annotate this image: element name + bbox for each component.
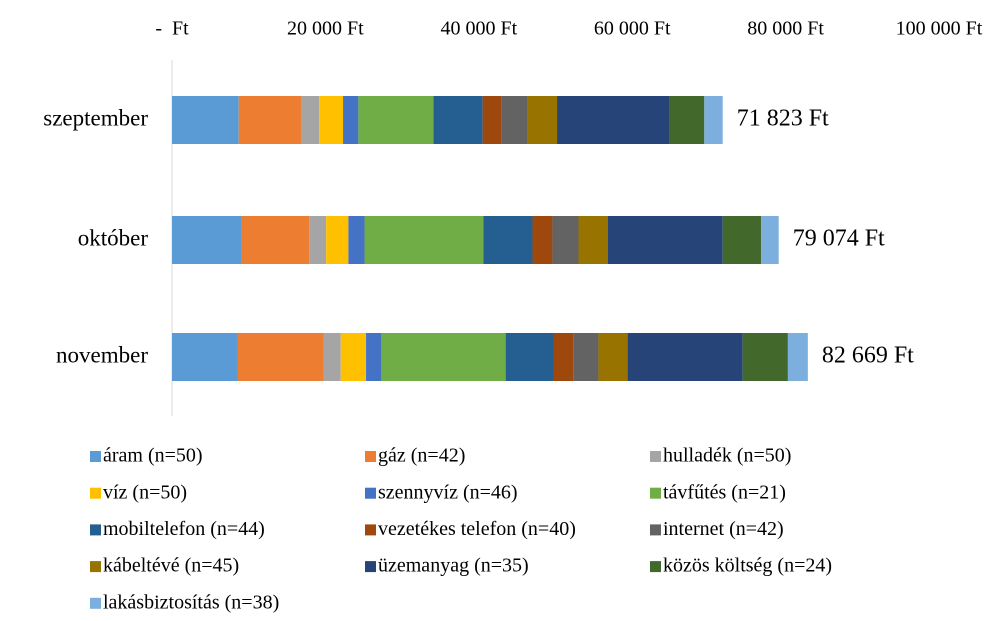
- bar-segment: [553, 333, 574, 381]
- bar-segment: [627, 333, 743, 381]
- bar-segment: [301, 96, 320, 144]
- legend-swatch: [365, 561, 376, 573]
- bar-segment: [505, 333, 554, 381]
- bar-segment: [241, 216, 310, 264]
- bar-segment: [309, 216, 327, 264]
- bar-segment: [172, 333, 238, 381]
- bar-segment: [722, 216, 762, 264]
- legend-swatch: [650, 561, 661, 573]
- x-tick-label: 60 000 Ft: [594, 18, 671, 40]
- bar-segment: [573, 333, 599, 381]
- bar-segment: [172, 216, 242, 264]
- legend-label: közös költség (n=24): [663, 555, 832, 577]
- bar-segment: [319, 96, 344, 144]
- total-label: 71 823 Ft: [737, 106, 829, 132]
- legend-label: hulladék (n=50): [663, 445, 791, 467]
- legend-label: távfűtés (n=21): [663, 481, 786, 503]
- y-tick-label: október: [78, 225, 149, 250]
- bar-segment: [787, 333, 808, 381]
- legend-swatch: [365, 524, 376, 536]
- bar-segment: [483, 216, 533, 264]
- legend-swatch: [90, 487, 101, 499]
- bar-segment: [482, 96, 502, 144]
- bar-segment: [238, 96, 302, 144]
- bar-segment: [358, 96, 434, 144]
- bar-segment: [742, 333, 788, 381]
- bar-segment: [669, 96, 705, 144]
- x-tick-label: 100 000 Ft: [896, 18, 983, 40]
- legend-swatch: [90, 524, 101, 536]
- bar-segment: [598, 333, 628, 381]
- legend-swatch: [365, 451, 376, 462]
- x-tick-label: - Ft: [155, 18, 189, 40]
- legend-swatch: [90, 451, 101, 462]
- legend-swatch: [650, 451, 661, 462]
- legend-swatch: [90, 561, 101, 573]
- legend-label: lakásbiztosítás (n=38): [103, 591, 279, 613]
- legend-label: gáz (n=42): [378, 445, 465, 467]
- bar-segment: [501, 96, 528, 144]
- legend-label: kábeltévé (n=45): [103, 555, 239, 577]
- legend-label: mobiltelefon (n=44): [103, 518, 265, 540]
- bar-segment: [527, 96, 558, 144]
- bar-segment: [433, 96, 483, 144]
- legend-label: szennyvíz (n=46): [378, 481, 518, 503]
- legend-label: vezetékes telefon (n=40): [378, 518, 576, 540]
- bar-segment: [323, 333, 341, 381]
- bar-segment: [172, 96, 239, 144]
- bar-segment: [237, 333, 324, 381]
- legend-label: áram (n=50): [103, 445, 203, 467]
- bar-segment: [381, 333, 506, 381]
- bar-segment: [326, 216, 349, 264]
- legend-label: üzemanyag (n=35): [378, 555, 529, 577]
- bar-segment: [348, 216, 365, 264]
- x-tick-label: 20 000 Ft: [287, 18, 364, 40]
- legend-swatch: [365, 487, 376, 499]
- bar-segment: [340, 333, 367, 381]
- bar-segment: [343, 96, 359, 144]
- x-tick-label: 80 000 Ft: [747, 18, 824, 40]
- legend-swatch: [650, 487, 661, 499]
- bar-segment: [578, 216, 608, 264]
- legend-label: internet (n=42): [663, 518, 784, 540]
- y-tick-label: november: [56, 342, 148, 367]
- bar-segment: [557, 96, 670, 144]
- legend-label: víz (n=50): [103, 481, 187, 503]
- bar-segment: [552, 216, 579, 264]
- bar-segment: [532, 216, 553, 264]
- bar-segment: [607, 216, 723, 264]
- total-label: 82 669 Ft: [822, 343, 914, 369]
- bar-segment: [366, 333, 382, 381]
- x-tick-label: 40 000 Ft: [440, 18, 517, 40]
- y-tick-label: szeptember: [43, 105, 148, 130]
- bar-segment: [761, 216, 779, 264]
- legend-swatch: [90, 597, 101, 609]
- total-label: 79 074 Ft: [793, 226, 885, 252]
- bar-segment: [704, 96, 723, 144]
- bar-segment: [364, 216, 484, 264]
- legend-swatch: [650, 524, 661, 536]
